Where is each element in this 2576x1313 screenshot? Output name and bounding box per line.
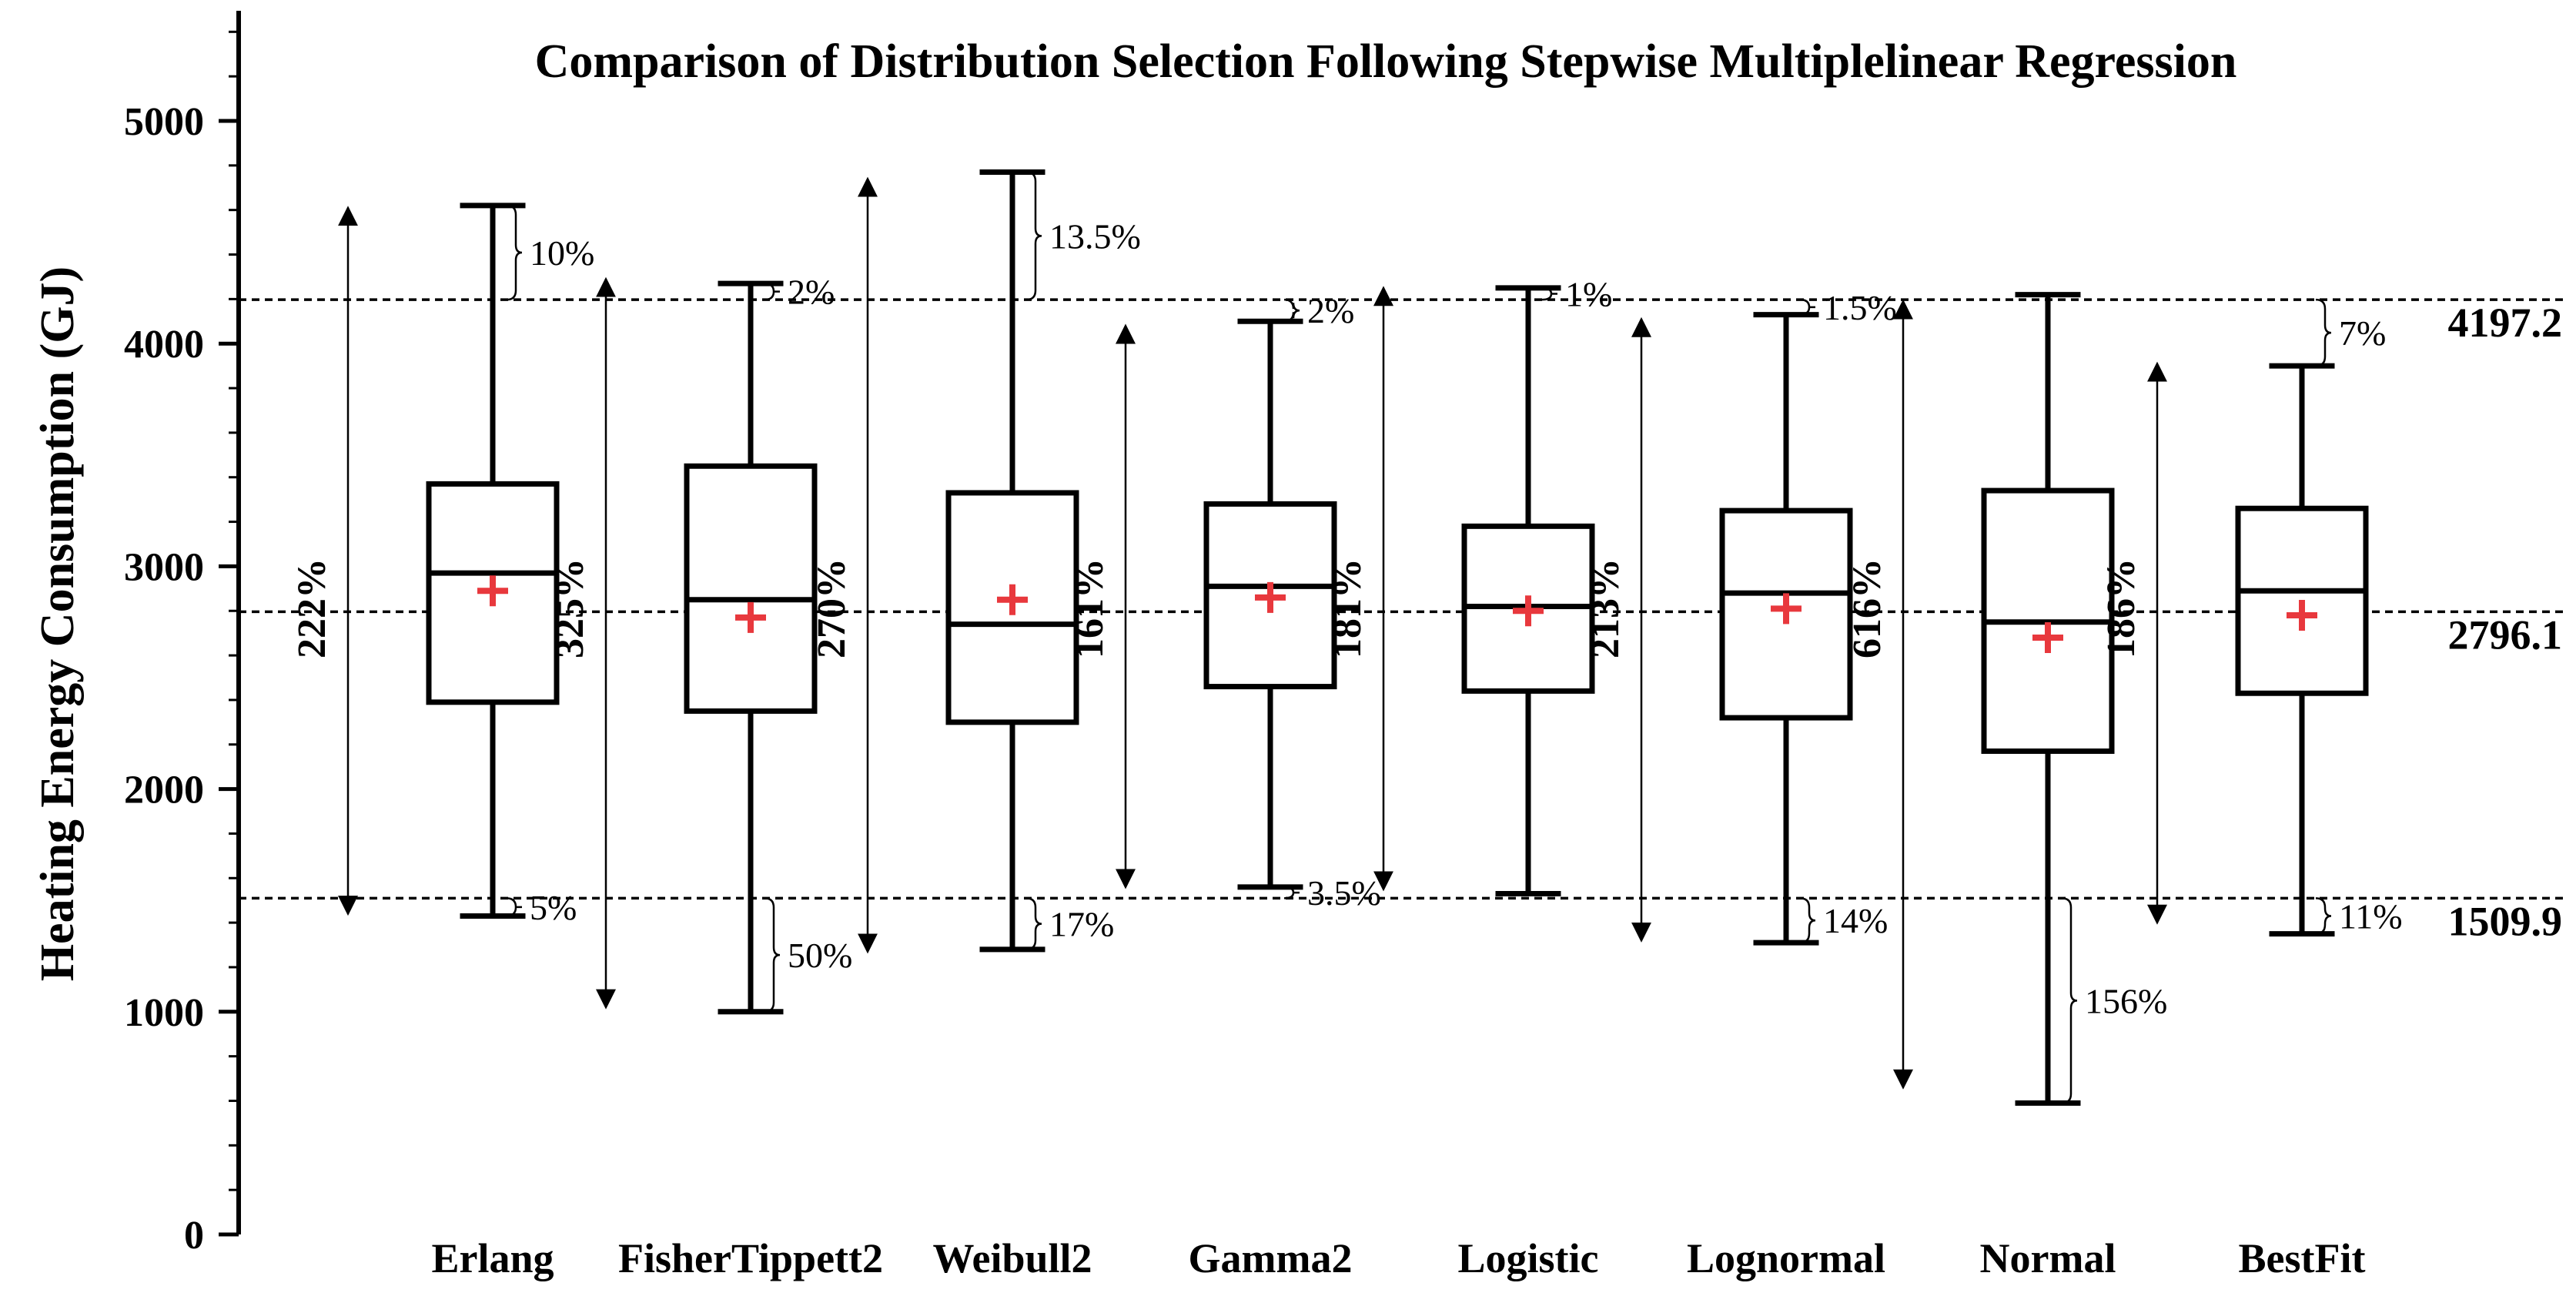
mean-marker bbox=[1255, 581, 1286, 613]
lower-deviation-bracket bbox=[1283, 886, 1300, 899]
lower-deviation-bracket bbox=[506, 897, 522, 917]
box-gamma2: 161% 2% 3.5% bbox=[1068, 291, 1381, 913]
upper-deviation-label: 1% bbox=[1565, 275, 1612, 314]
mean-marker bbox=[2287, 600, 2317, 631]
category-label: Normal bbox=[1980, 1235, 2116, 1281]
reference-lines: 4197.2 2796.1 1509.9 bbox=[239, 298, 2568, 944]
range-label: 161% bbox=[1068, 558, 1112, 658]
upper-deviation-label: 2% bbox=[788, 273, 835, 312]
lower-deviation-bracket bbox=[2061, 897, 2078, 1104]
chart-title: Comparison of Distribution Selection Fol… bbox=[535, 35, 2237, 88]
lower-deviation-label: 14% bbox=[1823, 901, 1888, 940]
lower-deviation-bracket bbox=[764, 897, 781, 1013]
range-label: 213% bbox=[1584, 558, 1628, 658]
upper-deviation-bracket bbox=[1799, 298, 1815, 316]
box-normal: 616% 156% bbox=[1845, 292, 2167, 1106]
range-label: 270% bbox=[810, 558, 854, 658]
range-label: 325% bbox=[548, 558, 592, 658]
box-fishertippett2: 325% 2% 50% bbox=[548, 273, 852, 1015]
mean-marker bbox=[477, 575, 508, 607]
mean-marker bbox=[997, 584, 1028, 615]
upper-deviation-bracket bbox=[506, 204, 523, 301]
category-label: FisherTippett2 bbox=[618, 1235, 883, 1281]
category-labels: Erlang FisherTippett2 Weibull2 Gamma2 Logist… bbox=[431, 1235, 2365, 1281]
y-axis-label: Heating Energy Consumption (GJ) bbox=[32, 266, 84, 981]
upper-deviation-bracket bbox=[1541, 286, 1557, 301]
boxes: 222% 10% 5% 325% 2% 50% 270% 13.5% 17% 161% 2% 3.5%… bbox=[290, 169, 2403, 1106]
box-logistic: 181% 1% bbox=[1326, 275, 1612, 897]
y-tick-label: 2000 bbox=[124, 769, 204, 812]
category-label: Gamma2 bbox=[1189, 1235, 1353, 1281]
range-label: 181% bbox=[1326, 558, 1370, 658]
upper-deviation-label: 13.5% bbox=[1049, 216, 1141, 256]
y-tick-label: 0 bbox=[184, 1214, 204, 1258]
mean-marker bbox=[1771, 593, 1802, 625]
category-label: BestFit bbox=[2239, 1235, 2366, 1281]
lower-deviation-label: 50% bbox=[788, 936, 852, 975]
upper-deviation-label: 2% bbox=[1307, 291, 1354, 330]
lower-deviation-bracket bbox=[2315, 897, 2332, 935]
lower-deviation-bracket bbox=[1025, 897, 1042, 951]
mean-marker bbox=[735, 601, 766, 633]
box-weibull2: 270% 13.5% 17% bbox=[810, 169, 1141, 954]
reference-line-label: 1509.9 bbox=[2448, 898, 2563, 944]
y-tick-label: 1000 bbox=[124, 991, 204, 1035]
box-erlang: 222% 10% 5% bbox=[290, 203, 594, 927]
upper-deviation-label: 10% bbox=[530, 233, 594, 273]
upper-deviation-label: 7% bbox=[2339, 313, 2386, 353]
upper-deviation-bracket bbox=[1025, 171, 1042, 301]
range-label: 222% bbox=[290, 558, 334, 658]
category-label: Weibull2 bbox=[932, 1235, 1092, 1281]
lower-deviation-label: 17% bbox=[1049, 905, 1114, 944]
category-label: Lognormal bbox=[1687, 1235, 1885, 1281]
lower-deviation-label: 3.5% bbox=[1307, 873, 1381, 913]
box-lognormal: 213% 1.5% 14% bbox=[1584, 288, 1897, 946]
category-label: Erlang bbox=[431, 1235, 554, 1281]
box-bestfit: 186% 7% 11% bbox=[2099, 298, 2403, 937]
y-tick-label: 4000 bbox=[124, 323, 204, 367]
y-tick-label: 5000 bbox=[124, 100, 204, 144]
mean-marker bbox=[1513, 595, 1544, 627]
range-label: 616% bbox=[1845, 558, 1889, 658]
category-label: Logistic bbox=[1458, 1235, 1599, 1281]
reference-line-label: 4197.2 bbox=[2448, 300, 2563, 346]
upper-deviation-label: 1.5% bbox=[1823, 288, 1897, 327]
range-label: 186% bbox=[2099, 558, 2143, 658]
y-tick-label: 3000 bbox=[124, 545, 204, 589]
upper-deviation-bracket bbox=[2315, 298, 2332, 367]
upper-deviation-bracket bbox=[764, 282, 780, 301]
lower-deviation-label: 11% bbox=[2339, 896, 2403, 936]
lower-deviation-label: 156% bbox=[2085, 981, 2167, 1020]
mean-marker bbox=[2032, 621, 2063, 653]
reference-line-label: 2796.1 bbox=[2448, 611, 2563, 658]
y-axis: 0 1000 2000 3000 4000 5000 bbox=[124, 11, 241, 1258]
lower-deviation-bracket bbox=[1799, 897, 1816, 944]
iqr-box bbox=[684, 463, 818, 714]
lower-deviation-label: 5% bbox=[530, 888, 577, 927]
upper-deviation-bracket bbox=[1283, 298, 1300, 323]
